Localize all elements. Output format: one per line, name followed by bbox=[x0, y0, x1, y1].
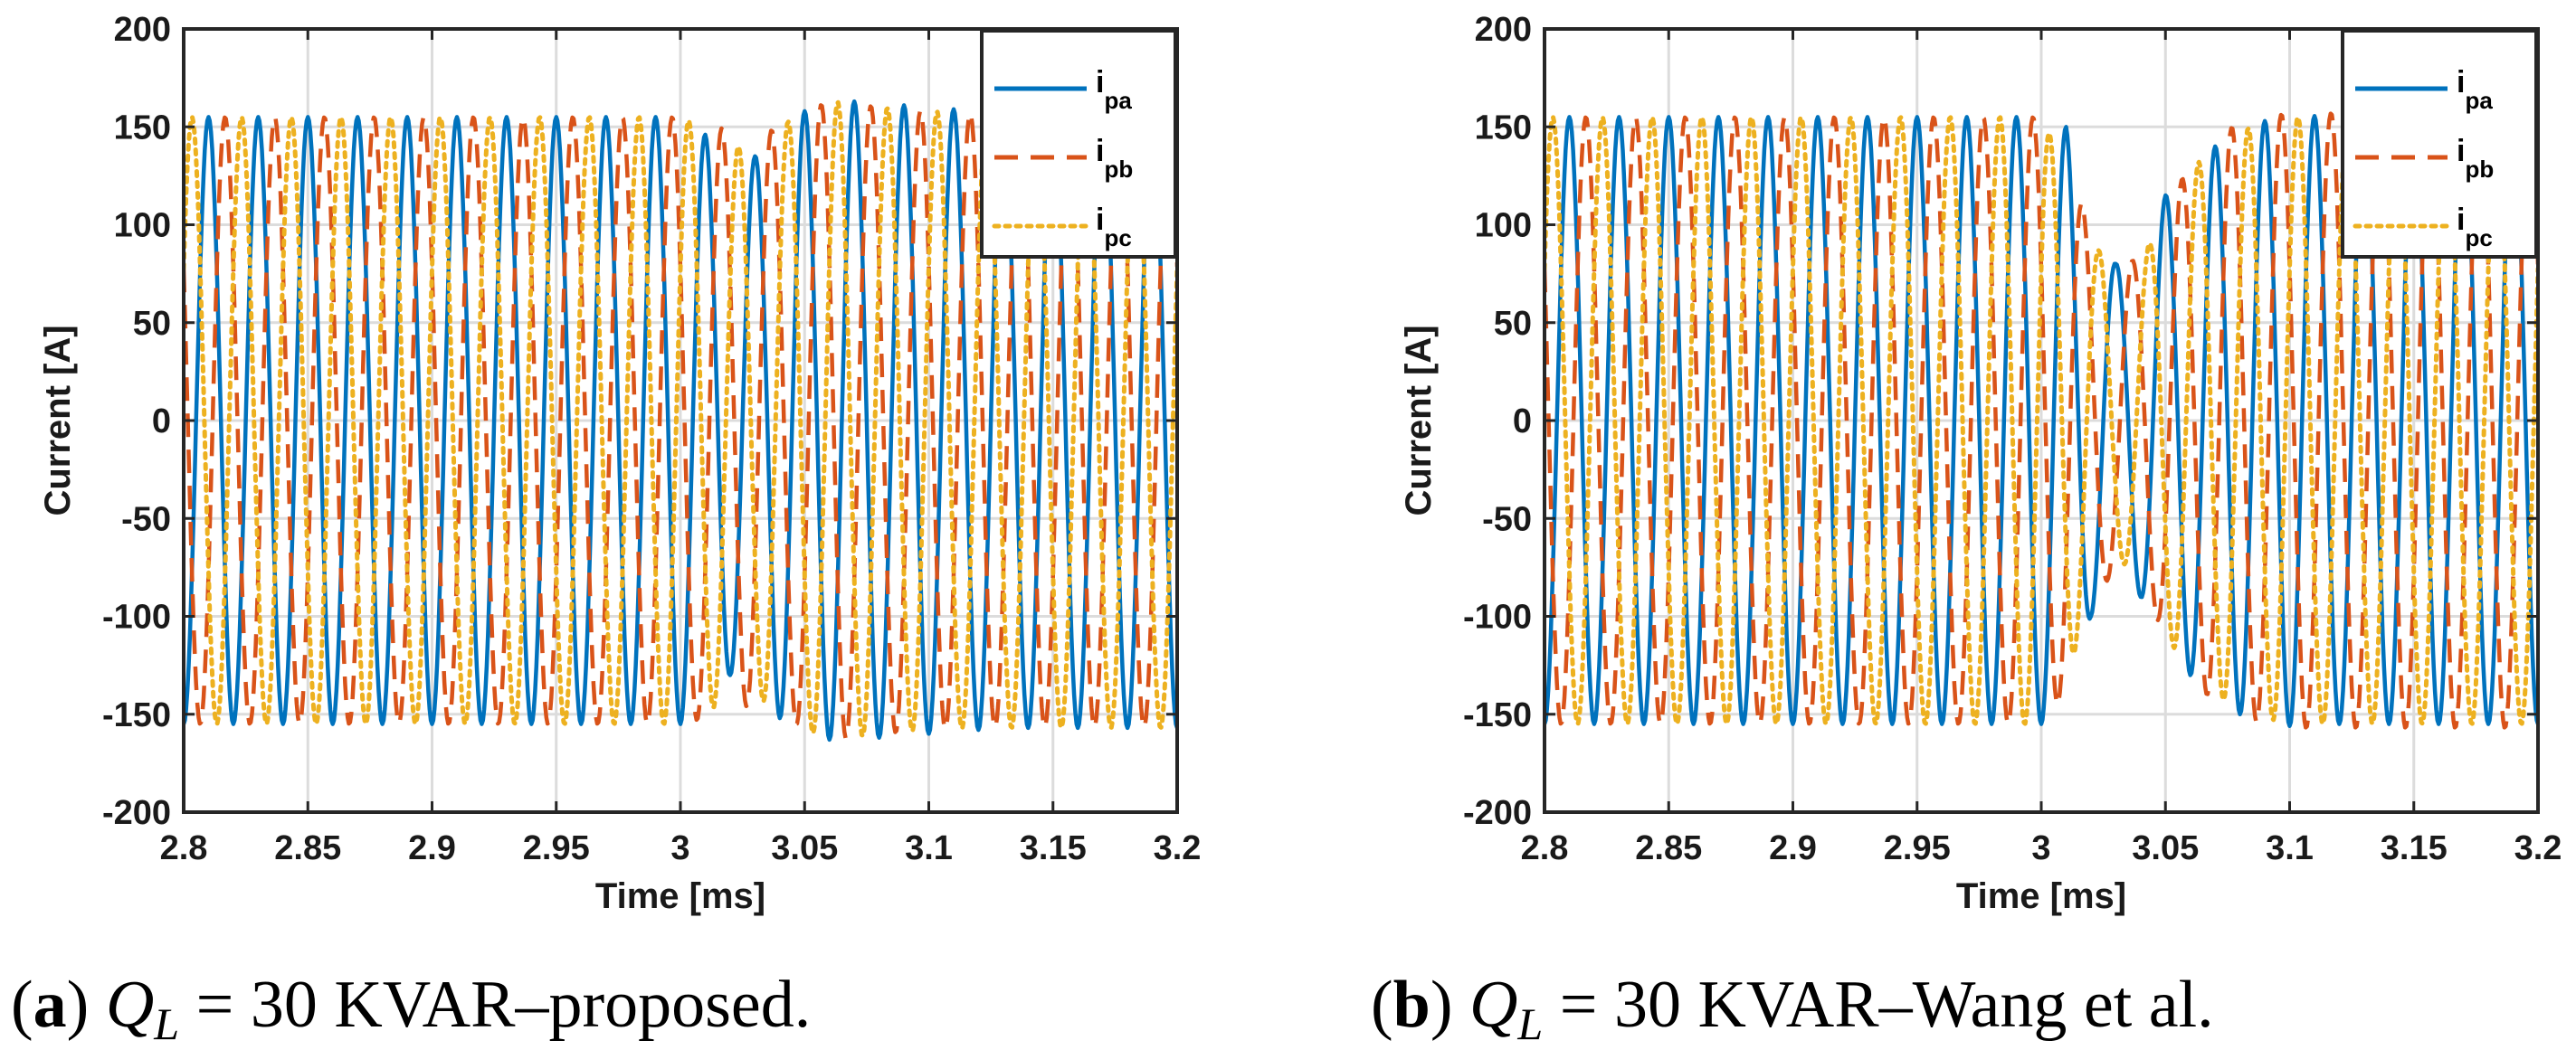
x-tick-label: 2.95 bbox=[1884, 829, 1951, 867]
x-tick-label: 3.15 bbox=[1020, 829, 1087, 867]
x-axis-label: Time [ms] bbox=[1956, 876, 2126, 916]
y-tick-label: 200 bbox=[1475, 11, 1532, 49]
x-tick-label: 3 bbox=[670, 829, 689, 867]
y-tick-label: 50 bbox=[1494, 305, 1532, 343]
x-tick-label: 2.9 bbox=[408, 829, 456, 867]
y-tick-label: -200 bbox=[1463, 794, 1532, 832]
y-axis-label: Current [A] bbox=[1399, 325, 1439, 516]
series-group bbox=[1545, 111, 2538, 730]
x-tick-label: 3.05 bbox=[771, 829, 838, 867]
y-tick-label: 100 bbox=[114, 207, 171, 245]
y-tick-label: 50 bbox=[133, 305, 171, 343]
x-axis-label: Time [ms] bbox=[595, 876, 765, 916]
y-tick-label: -150 bbox=[1463, 696, 1532, 734]
x-tick-label: 3 bbox=[2031, 829, 2050, 867]
y-tick-label: 0 bbox=[1513, 402, 1532, 440]
legend-label-ipc: ipc bbox=[1096, 203, 1132, 251]
x-tick-label: 2.8 bbox=[1521, 829, 1569, 867]
legend-label-ipa: ipa bbox=[1096, 65, 1132, 114]
legend-label-ipa: ipa bbox=[2457, 65, 2493, 114]
x-tick-label: 2.85 bbox=[274, 829, 341, 867]
y-tick-label: -100 bbox=[102, 599, 171, 637]
y-tick-label: -150 bbox=[102, 696, 171, 734]
x-tick-label: 2.8 bbox=[160, 829, 208, 867]
panel-caption: (a) QL = 30 KVAR–proposed. bbox=[11, 968, 811, 1049]
y-tick-label: -200 bbox=[102, 794, 171, 832]
chart-panel-b: 2.8 2.85 2.9 2.95 3 3.05 3.1 3.15 3.2 -200 -150 -10… bbox=[1371, 11, 2562, 1049]
legend-box bbox=[2341, 29, 2538, 259]
legend-box bbox=[980, 29, 1177, 259]
legend: ipa ipb ipc bbox=[2341, 29, 2538, 259]
x-tick-label: 3.2 bbox=[1154, 829, 1202, 867]
x-tick-label: 3.1 bbox=[905, 829, 953, 867]
y-tick-label: 0 bbox=[152, 402, 171, 440]
x-tick-label: 3.05 bbox=[2132, 829, 2199, 867]
x-tick-label: 3.2 bbox=[2514, 829, 2562, 867]
legend-label-ipb: ipb bbox=[2457, 134, 2494, 183]
x-tick-label: 2.85 bbox=[1635, 829, 1702, 867]
y-tick-label: -50 bbox=[121, 500, 171, 538]
x-tick-label: 2.95 bbox=[523, 829, 590, 867]
panel-caption: (b) QL = 30 KVAR–Wang et al. bbox=[1371, 968, 2214, 1049]
x-tick-label: 2.9 bbox=[1769, 829, 1817, 867]
legend-label-ipb: ipb bbox=[1096, 134, 1133, 183]
series-line-ipb bbox=[184, 103, 1177, 741]
y-tick-label: 100 bbox=[1475, 207, 1532, 245]
series-group bbox=[184, 99, 1177, 743]
series-line-ipb bbox=[1545, 111, 2538, 730]
y-tick-label: 150 bbox=[114, 109, 171, 147]
y-tick-label: -50 bbox=[1482, 500, 1532, 538]
x-tick-label: 3.1 bbox=[2266, 829, 2314, 867]
y-tick-label: -100 bbox=[1463, 599, 1532, 637]
y-tick-label: 150 bbox=[1475, 109, 1532, 147]
series-line-ipc bbox=[184, 99, 1177, 739]
legend: ipa ipb ipc bbox=[980, 29, 1177, 259]
legend-label-ipc: ipc bbox=[2457, 203, 2493, 251]
y-tick-label: 200 bbox=[114, 11, 171, 49]
chart-panel-a: 2.8 2.85 2.9 2.95 3 3.05 3.1 3.15 3.2 -200 -150 -10… bbox=[11, 11, 1201, 1049]
y-axis-label: Current [A] bbox=[38, 325, 78, 516]
x-tick-label: 3.15 bbox=[2381, 829, 2448, 867]
series-line-ipc bbox=[1545, 115, 2538, 726]
